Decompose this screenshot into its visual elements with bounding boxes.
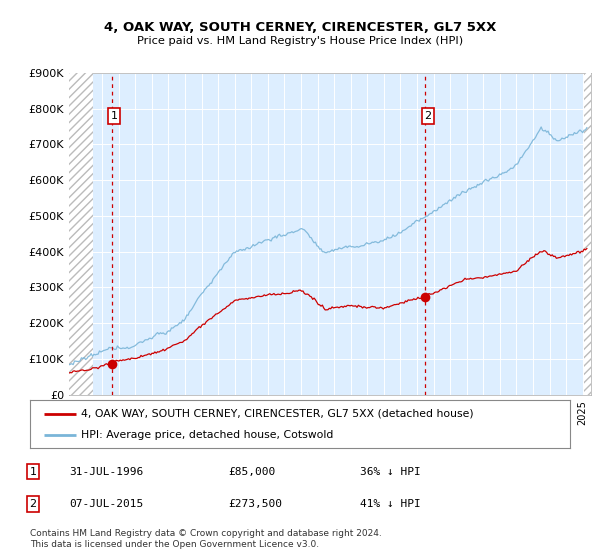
Text: Price paid vs. HM Land Registry's House Price Index (HPI): Price paid vs. HM Land Registry's House … <box>137 36 463 46</box>
Text: 41% ↓ HPI: 41% ↓ HPI <box>360 499 421 509</box>
Text: 4, OAK WAY, SOUTH CERNEY, CIRENCESTER, GL7 5XX: 4, OAK WAY, SOUTH CERNEY, CIRENCESTER, G… <box>104 21 496 34</box>
Text: 07-JUL-2015: 07-JUL-2015 <box>69 499 143 509</box>
Bar <box>584 73 591 395</box>
Text: 2: 2 <box>424 111 431 122</box>
Text: 4, OAK WAY, SOUTH CERNEY, CIRENCESTER, GL7 5XX (detached house): 4, OAK WAY, SOUTH CERNEY, CIRENCESTER, G… <box>82 409 474 419</box>
Text: £273,500: £273,500 <box>228 499 282 509</box>
Text: 1: 1 <box>110 111 118 122</box>
Text: £85,000: £85,000 <box>228 466 275 477</box>
Text: 2: 2 <box>29 499 37 509</box>
Text: 1: 1 <box>29 466 37 477</box>
Text: 31-JUL-1996: 31-JUL-1996 <box>69 466 143 477</box>
Text: HPI: Average price, detached house, Cotswold: HPI: Average price, detached house, Cots… <box>82 430 334 440</box>
Bar <box>69 73 92 395</box>
Text: 36% ↓ HPI: 36% ↓ HPI <box>360 466 421 477</box>
Text: Contains HM Land Registry data © Crown copyright and database right 2024.
This d: Contains HM Land Registry data © Crown c… <box>30 529 382 549</box>
